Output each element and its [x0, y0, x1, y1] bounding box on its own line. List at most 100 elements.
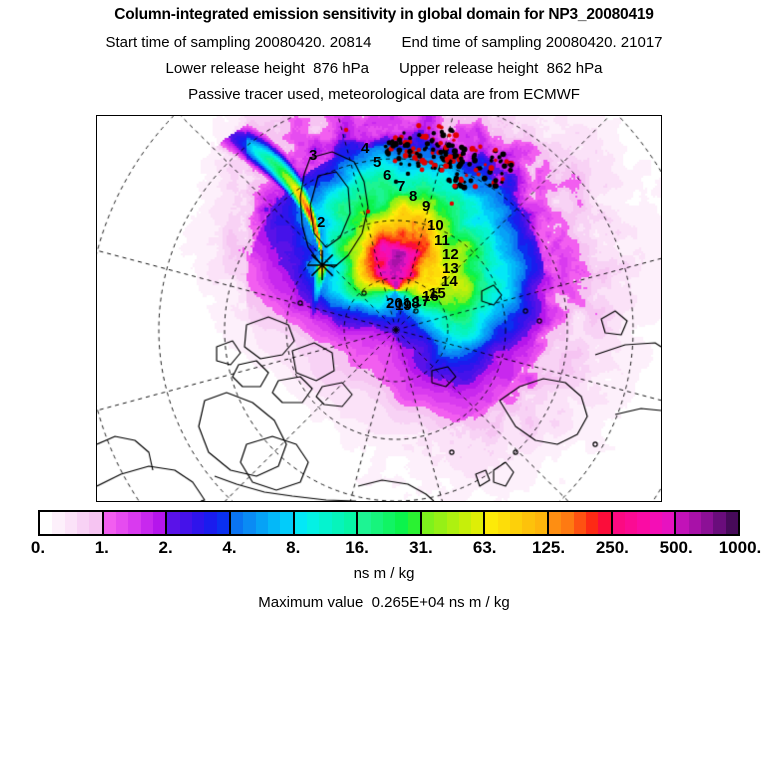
sampling-time-line: Start time of sampling 20080420. 20814 En… [0, 34, 768, 51]
colorbar-segment [167, 512, 231, 534]
colorbar-step [306, 512, 320, 534]
colorbar-step [649, 512, 663, 534]
upper-release-value: 862 hPa [546, 60, 603, 77]
release-height-line: Lower release height 876 hPa Upper releas… [0, 60, 768, 77]
colorbar-step [103, 512, 116, 534]
lower-release-value: 876 hPa [313, 60, 369, 77]
colorbar-step [701, 512, 714, 534]
colorbar-step [243, 512, 256, 534]
colorbar-step [598, 512, 611, 534]
colorbar [38, 510, 740, 536]
colorbar-step [64, 512, 77, 534]
colorbar-step [115, 512, 129, 534]
colorbar-step [612, 512, 626, 534]
end-time-value: 20080420. 21017 [545, 34, 663, 51]
end-time-label: End time of sampling [401, 34, 542, 51]
colorbar-step [434, 512, 447, 534]
colorbar-tick-labels: 0. 1. 2. 4. 8. 16. 31. 63. 125. 250. 500. 1000. [0, 538, 768, 560]
colorbar-step [497, 512, 511, 534]
colorbar-step [204, 512, 217, 534]
colorbar-step [586, 512, 599, 534]
colorbar-tick-label: 1000. [718, 538, 762, 557]
colorbar-step [343, 512, 357, 534]
colorbar-step [421, 512, 435, 534]
colorbar-step [152, 512, 166, 534]
colorbar-step [52, 512, 65, 534]
colorbar-step [510, 512, 523, 534]
start-time-label: Start time of sampling [105, 34, 251, 51]
method-note: Passive tracer used, meteorological data… [188, 86, 580, 103]
colorbar-step [713, 512, 726, 534]
colorbar-segment [676, 512, 739, 534]
colorbar-tick-label: 250. [595, 538, 629, 557]
colorbar-step [407, 512, 420, 534]
colorbar-step [319, 512, 332, 534]
colorbar-tick-label: 2. [158, 538, 173, 557]
start-time-value: 20080420. 20814 [254, 34, 372, 51]
colorbar-segment [358, 512, 422, 534]
colorbar-step [89, 512, 102, 534]
colorbar-step [549, 512, 562, 534]
colorbar-tick-label: 16. [345, 538, 369, 557]
colorbar-step [294, 512, 307, 534]
colorbar-step [522, 512, 535, 534]
colorbar-segment [485, 512, 550, 534]
colorbar-step [167, 512, 180, 534]
colorbar-step [458, 512, 472, 534]
maximum-value: 0.265E+04 [371, 594, 445, 611]
colorbar-step [255, 512, 268, 534]
colorbar-step [382, 512, 396, 534]
colorbar-step [280, 512, 293, 534]
emission-sensitivity-heatmap [97, 116, 661, 501]
colorbar-step [179, 512, 192, 534]
colorbar-step [395, 512, 408, 534]
colorbar-tick-label: 31. [409, 538, 433, 557]
colorbar-segment [103, 512, 168, 534]
colorbar-step [358, 512, 371, 534]
colorbar-step [331, 512, 344, 534]
colorbar-step [230, 512, 244, 534]
colorbar-segment [40, 512, 104, 534]
colorbar-step [216, 512, 229, 534]
colorbar-step [637, 512, 650, 534]
colorbar-segment [230, 512, 295, 534]
colorbar-step [573, 512, 587, 534]
colorbar-step [76, 512, 90, 534]
upper-release-label: Upper release height [399, 60, 539, 77]
colorbar-step [725, 512, 739, 534]
colorbar-gradient [38, 510, 740, 536]
colorbar-tick-label: 4. [222, 538, 237, 557]
colorbar-step [688, 512, 702, 534]
maximum-unit: ns m / kg [448, 594, 510, 611]
colorbar-step [40, 512, 53, 534]
colorbar-step [370, 512, 383, 534]
colorbar-segment [294, 512, 359, 534]
colorbar-segment [421, 512, 486, 534]
colorbar-step [485, 512, 498, 534]
colorbar-step [561, 512, 574, 534]
colorbar-step [625, 512, 638, 534]
colorbar-step [676, 512, 689, 534]
colorbar-step [128, 512, 141, 534]
colorbar-tick-label: 63. [472, 538, 497, 557]
colorbar-unit-label: ns m / kg [353, 565, 415, 582]
colorbar-step [534, 512, 548, 534]
colorbar-segment [612, 512, 677, 534]
colorbar-tick-label: 500. [659, 538, 693, 557]
colorbar-step [191, 512, 205, 534]
colorbar-segment [549, 512, 613, 534]
map-panel[interactable]: 2 3 4 5 6 7 8 9 10 11 12 13 14 15 16 17 18 19 20 [96, 115, 662, 502]
lower-release-label: Lower release height [165, 60, 305, 77]
colorbar-tick-label: 125. [531, 538, 566, 557]
colorbar-step [471, 512, 484, 534]
plot-title: Column-integrated emission sensitivity i… [114, 6, 654, 23]
colorbar-tick-label: 0. [30, 538, 46, 557]
colorbar-step [662, 512, 675, 534]
maximum-value-line: Maximum value 0.265E+04 ns m / kg [0, 594, 768, 611]
colorbar-step [140, 512, 153, 534]
colorbar-tick-label: 8. [286, 538, 301, 557]
colorbar-tick-label: 1. [94, 538, 109, 557]
maximum-label: Maximum value [258, 594, 364, 611]
colorbar-step [267, 512, 281, 534]
